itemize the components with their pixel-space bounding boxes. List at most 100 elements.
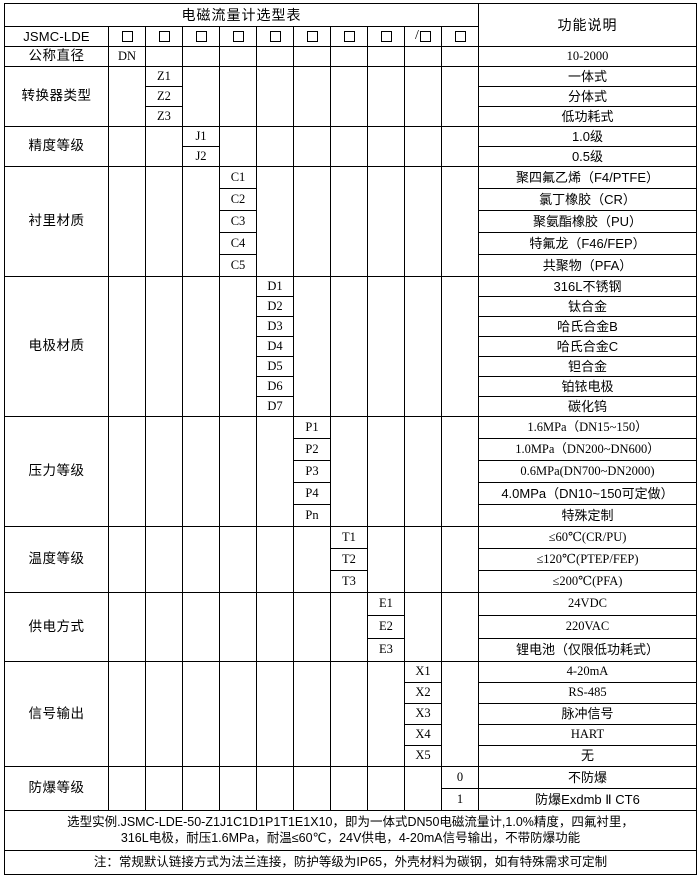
filler-cell	[330, 46, 368, 67]
table-row: 精度等级 J1 1.0级	[4, 126, 697, 167]
checkbox-icon[interactable]	[269, 30, 281, 42]
category-6: 压力等级	[4, 416, 109, 527]
filler-cell	[182, 276, 220, 417]
description-cell: 共聚物（PFA）	[478, 254, 697, 277]
description-cell: 特殊定制	[478, 504, 697, 527]
checkbox-icon[interactable]	[306, 30, 318, 42]
filler-cell	[219, 126, 257, 167]
function-description-header: 功能说明	[478, 3, 697, 47]
slash-separator: /	[415, 28, 419, 44]
table-title: 电磁流量计选型表	[4, 3, 479, 27]
filler-cell	[330, 126, 368, 167]
filler-cell	[219, 276, 257, 417]
code-cell-P4: P4	[293, 482, 331, 505]
filler-cell	[145, 46, 183, 67]
model-checkbox-10[interactable]	[441, 26, 479, 47]
table-row: 转换器类型 Z1 一体式	[4, 66, 697, 127]
filler-cell	[108, 526, 146, 593]
filler-cell	[219, 526, 257, 593]
description-cell: 0.5级	[478, 146, 697, 167]
code-cell-D5: D5	[256, 356, 294, 377]
category-3: 精度等级	[4, 126, 109, 167]
filler-cell	[404, 46, 442, 67]
code-cell-C4: C4	[219, 232, 257, 255]
model-prefix: JSMC-LDE	[4, 26, 109, 47]
header-title-row: 电磁流量计选型表 功能说明	[4, 3, 697, 47]
filler-cell	[404, 276, 442, 417]
description-cell: 低功耗式	[478, 106, 697, 127]
filler-cell	[108, 66, 146, 127]
filler-cell	[367, 526, 405, 593]
description-cell: ≤200℃(PFA)	[478, 570, 697, 593]
table-row: Pn 特殊定制	[5, 504, 697, 527]
filler-cell	[404, 416, 442, 527]
code-cell-D2: D2	[256, 296, 294, 317]
filler-cell	[219, 46, 257, 67]
model-checkbox-9[interactable]: /	[404, 26, 442, 47]
selection-table-sheet: 电磁流量计选型表 功能说明 JSMC-LDE / 公称直径 DN 10-2000 转换器类型 Z…	[4, 3, 697, 875]
table-row: D5 钽合金	[5, 356, 697, 377]
filler-cell	[219, 661, 257, 767]
description-cell: 4-20mA	[478, 661, 697, 683]
code-cell-P2: P2	[293, 438, 331, 461]
model-checkbox-8[interactable]	[367, 26, 405, 47]
checkbox-icon[interactable]	[158, 30, 170, 42]
filler-cell	[293, 766, 331, 811]
description-cell: 脉冲信号	[478, 703, 697, 725]
table-row: E2 220VAC	[5, 615, 697, 639]
checkbox-icon[interactable]	[419, 31, 431, 42]
filler-cell	[182, 166, 220, 277]
model-checkbox-5[interactable]	[256, 26, 294, 47]
code-cell-J2: J2	[182, 146, 220, 167]
model-checkbox-4[interactable]	[219, 26, 257, 47]
filler-cell	[145, 166, 183, 277]
table-row: 压力等级 P1 1.6MPa（DN15~150）	[4, 416, 697, 527]
model-checkbox-3[interactable]	[182, 26, 220, 47]
note-row: 注：常规默认链接方式为法兰连接，防护等级为IP65，外壳材料为碳钢，如有特殊需求…	[4, 850, 697, 875]
filler-cell	[441, 276, 479, 417]
model-checkbox-1[interactable]	[108, 26, 146, 47]
filler-cell	[367, 166, 405, 277]
code-cell-DN: DN	[108, 46, 146, 67]
filler-cell	[145, 766, 183, 811]
filler-cell	[293, 166, 331, 277]
description-cell: 1.0级	[478, 126, 697, 147]
checkbox-icon[interactable]	[232, 30, 244, 42]
code-cell-D7: D7	[256, 396, 294, 417]
checkbox-icon[interactable]	[121, 30, 133, 42]
code-cell-D3: D3	[256, 316, 294, 337]
code-cell-Z1: Z1	[145, 66, 183, 87]
table-row: D3 哈氏合金B	[5, 316, 697, 337]
description-cell: 氯丁橡胶（CR）	[478, 188, 697, 211]
filler-cell	[182, 526, 220, 593]
model-checkbox-6[interactable]	[293, 26, 331, 47]
filler-cell	[182, 66, 220, 127]
description-cell: ≤60℃(CR/PU)	[478, 526, 697, 549]
code-cell-X1: X1	[404, 661, 442, 683]
model-checkbox-2[interactable]	[145, 26, 183, 47]
filler-cell	[293, 126, 331, 167]
filler-cell	[182, 416, 220, 527]
checkbox-icon[interactable]	[380, 30, 392, 42]
model-checkbox-7[interactable]	[330, 26, 368, 47]
filler-cell	[108, 661, 146, 767]
filler-cell	[108, 126, 146, 167]
code-cell-D6: D6	[256, 376, 294, 397]
checkbox-icon[interactable]	[195, 30, 207, 42]
code-cell-C2: C2	[219, 188, 257, 211]
code-cell-E3: E3	[367, 638, 405, 662]
checkbox-icon[interactable]	[454, 30, 466, 42]
filler-cell	[256, 592, 294, 662]
table-row: D2 钛合金	[5, 296, 697, 317]
filler-cell	[182, 766, 220, 811]
category-8: 供电方式	[4, 592, 109, 662]
description-cell: 钽合金	[478, 356, 697, 377]
description-cell: 哈氏合金C	[478, 336, 697, 357]
filler-cell	[441, 126, 479, 167]
filler-cell	[182, 661, 220, 767]
checkbox-icon[interactable]	[343, 30, 355, 42]
flowmeter-selection-table: 电磁流量计选型表 功能说明 JSMC-LDE / 公称直径 DN 10-2000 转换器类型 Z…	[4, 3, 697, 875]
code-cell-Z2: Z2	[145, 86, 183, 107]
filler-cell	[256, 46, 294, 67]
table-row: C4 特氟龙（F46/FEP）	[5, 232, 697, 255]
